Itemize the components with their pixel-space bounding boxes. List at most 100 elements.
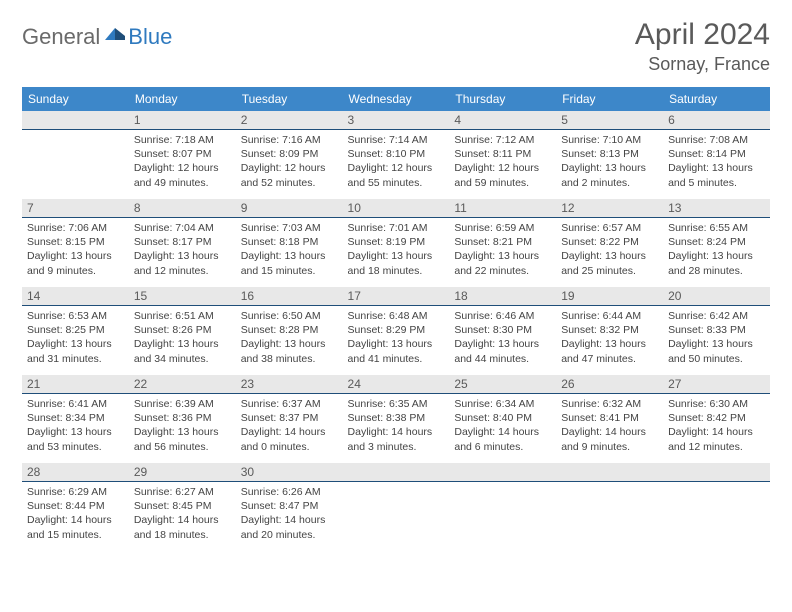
sunrise-line: Sunrise: 6:35 AM — [348, 397, 445, 411]
sunset-line: Sunset: 8:41 PM — [561, 411, 658, 425]
sun-info-block: Sunrise: 7:10 AMSunset: 8:13 PMDaylight:… — [556, 130, 663, 190]
day-number: 10 — [343, 199, 450, 218]
sun-info-block: Sunrise: 6:32 AMSunset: 8:41 PMDaylight:… — [556, 394, 663, 454]
sunrise-line: Sunrise: 6:51 AM — [134, 309, 231, 323]
day-number: 8 — [129, 199, 236, 218]
sunrise-line: Sunrise: 6:41 AM — [27, 397, 124, 411]
daylight-line: Daylight: 14 hours and 0 minutes. — [241, 425, 338, 453]
sun-info-block: Sunrise: 6:53 AMSunset: 8:25 PMDaylight:… — [22, 306, 129, 366]
daylight-line: Daylight: 13 hours and 12 minutes. — [134, 249, 231, 277]
sun-info-block: Sunrise: 6:34 AMSunset: 8:40 PMDaylight:… — [449, 394, 556, 454]
sunset-line: Sunset: 8:38 PM — [348, 411, 445, 425]
weekday-header: Wednesday — [343, 87, 450, 111]
day-number: 23 — [236, 375, 343, 394]
daylight-line: Daylight: 13 hours and 9 minutes. — [27, 249, 124, 277]
sunrise-line: Sunrise: 7:08 AM — [668, 133, 765, 147]
sun-info-block: Sunrise: 6:51 AMSunset: 8:26 PMDaylight:… — [129, 306, 236, 366]
sunrise-line: Sunrise: 6:50 AM — [241, 309, 338, 323]
calendar-cell — [449, 463, 556, 551]
sun-info-block: Sunrise: 7:03 AMSunset: 8:18 PMDaylight:… — [236, 218, 343, 278]
day-number: 7 — [22, 199, 129, 218]
day-number: 29 — [129, 463, 236, 482]
day-number: 9 — [236, 199, 343, 218]
weekday-header: Friday — [556, 87, 663, 111]
weekday-header: Sunday — [22, 87, 129, 111]
calendar-cell: 5Sunrise: 7:10 AMSunset: 8:13 PMDaylight… — [556, 111, 663, 199]
sun-info-block: Sunrise: 7:12 AMSunset: 8:11 PMDaylight:… — [449, 130, 556, 190]
logo-swoosh-icon — [104, 26, 126, 49]
sunset-line: Sunset: 8:21 PM — [454, 235, 551, 249]
sunrise-line: Sunrise: 6:44 AM — [561, 309, 658, 323]
daylight-line: Daylight: 13 hours and 50 minutes. — [668, 337, 765, 365]
sunrise-line: Sunrise: 6:34 AM — [454, 397, 551, 411]
location-label: Sornay, France — [635, 54, 770, 75]
sunrise-line: Sunrise: 7:18 AM — [134, 133, 231, 147]
weekday-header: Thursday — [449, 87, 556, 111]
sun-info-block: Sunrise: 6:26 AMSunset: 8:47 PMDaylight:… — [236, 482, 343, 542]
sunrise-line: Sunrise: 6:46 AM — [454, 309, 551, 323]
sunrise-line: Sunrise: 6:42 AM — [668, 309, 765, 323]
calendar-cell: 27Sunrise: 6:30 AMSunset: 8:42 PMDayligh… — [663, 375, 770, 463]
page-title: April 2024 — [635, 18, 770, 52]
sunset-line: Sunset: 8:19 PM — [348, 235, 445, 249]
sunset-line: Sunset: 8:17 PM — [134, 235, 231, 249]
sun-info-block: Sunrise: 6:48 AMSunset: 8:29 PMDaylight:… — [343, 306, 450, 366]
day-number: 25 — [449, 375, 556, 394]
daylight-line: Daylight: 12 hours and 52 minutes. — [241, 161, 338, 189]
daylight-line: Daylight: 14 hours and 3 minutes. — [348, 425, 445, 453]
sunset-line: Sunset: 8:47 PM — [241, 499, 338, 513]
sunset-line: Sunset: 8:13 PM — [561, 147, 658, 161]
calendar-cell: 20Sunrise: 6:42 AMSunset: 8:33 PMDayligh… — [663, 287, 770, 375]
sunrise-line: Sunrise: 6:57 AM — [561, 221, 658, 235]
calendar-header-row: SundayMondayTuesdayWednesdayThursdayFrid… — [22, 87, 770, 111]
daylight-line: Daylight: 13 hours and 28 minutes. — [668, 249, 765, 277]
day-number: 26 — [556, 375, 663, 394]
daylight-line: Daylight: 13 hours and 2 minutes. — [561, 161, 658, 189]
calendar-cell: 11Sunrise: 6:59 AMSunset: 8:21 PMDayligh… — [449, 199, 556, 287]
sun-info-block: Sunrise: 7:01 AMSunset: 8:19 PMDaylight:… — [343, 218, 450, 278]
sunrise-line: Sunrise: 6:55 AM — [668, 221, 765, 235]
header: General Blue April 2024 Sornay, France — [22, 18, 770, 75]
calendar-week-row: 21Sunrise: 6:41 AMSunset: 8:34 PMDayligh… — [22, 375, 770, 463]
day-number: 20 — [663, 287, 770, 306]
daylight-line: Daylight: 13 hours and 38 minutes. — [241, 337, 338, 365]
daylight-line: Daylight: 14 hours and 20 minutes. — [241, 513, 338, 541]
calendar-cell: 7Sunrise: 7:06 AMSunset: 8:15 PMDaylight… — [22, 199, 129, 287]
day-number: 17 — [343, 287, 450, 306]
day-number: 5 — [556, 111, 663, 130]
sunrise-line: Sunrise: 6:26 AM — [241, 485, 338, 499]
daylight-line: Daylight: 12 hours and 49 minutes. — [134, 161, 231, 189]
sunrise-line: Sunrise: 7:01 AM — [348, 221, 445, 235]
calendar-cell: 6Sunrise: 7:08 AMSunset: 8:14 PMDaylight… — [663, 111, 770, 199]
sunset-line: Sunset: 8:45 PM — [134, 499, 231, 513]
daynum-bar-empty — [556, 463, 663, 482]
sunset-line: Sunset: 8:33 PM — [668, 323, 765, 337]
daylight-line: Daylight: 13 hours and 53 minutes. — [27, 425, 124, 453]
sun-info-block: Sunrise: 6:42 AMSunset: 8:33 PMDaylight:… — [663, 306, 770, 366]
weekday-header: Monday — [129, 87, 236, 111]
sunrise-line: Sunrise: 6:30 AM — [668, 397, 765, 411]
calendar-cell: 25Sunrise: 6:34 AMSunset: 8:40 PMDayligh… — [449, 375, 556, 463]
day-number: 3 — [343, 111, 450, 130]
daylight-line: Daylight: 13 hours and 41 minutes. — [348, 337, 445, 365]
sun-info-block: Sunrise: 6:30 AMSunset: 8:42 PMDaylight:… — [663, 394, 770, 454]
sunrise-line: Sunrise: 7:16 AM — [241, 133, 338, 147]
calendar-cell — [663, 463, 770, 551]
day-number: 24 — [343, 375, 450, 394]
daylight-line: Daylight: 13 hours and 25 minutes. — [561, 249, 658, 277]
calendar-cell: 29Sunrise: 6:27 AMSunset: 8:45 PMDayligh… — [129, 463, 236, 551]
sunset-line: Sunset: 8:24 PM — [668, 235, 765, 249]
sunrise-line: Sunrise: 7:03 AM — [241, 221, 338, 235]
calendar-week-row: 1Sunrise: 7:18 AMSunset: 8:07 PMDaylight… — [22, 111, 770, 199]
sunset-line: Sunset: 8:14 PM — [668, 147, 765, 161]
sunset-line: Sunset: 8:10 PM — [348, 147, 445, 161]
sun-info-block: Sunrise: 6:37 AMSunset: 8:37 PMDaylight:… — [236, 394, 343, 454]
sun-info-block: Sunrise: 6:57 AMSunset: 8:22 PMDaylight:… — [556, 218, 663, 278]
daylight-line: Daylight: 13 hours and 31 minutes. — [27, 337, 124, 365]
calendar-cell: 30Sunrise: 6:26 AMSunset: 8:47 PMDayligh… — [236, 463, 343, 551]
sun-info-block: Sunrise: 7:18 AMSunset: 8:07 PMDaylight:… — [129, 130, 236, 190]
day-number: 18 — [449, 287, 556, 306]
sunrise-line: Sunrise: 7:12 AM — [454, 133, 551, 147]
calendar-cell: 4Sunrise: 7:12 AMSunset: 8:11 PMDaylight… — [449, 111, 556, 199]
daynum-bar-empty — [22, 111, 129, 130]
